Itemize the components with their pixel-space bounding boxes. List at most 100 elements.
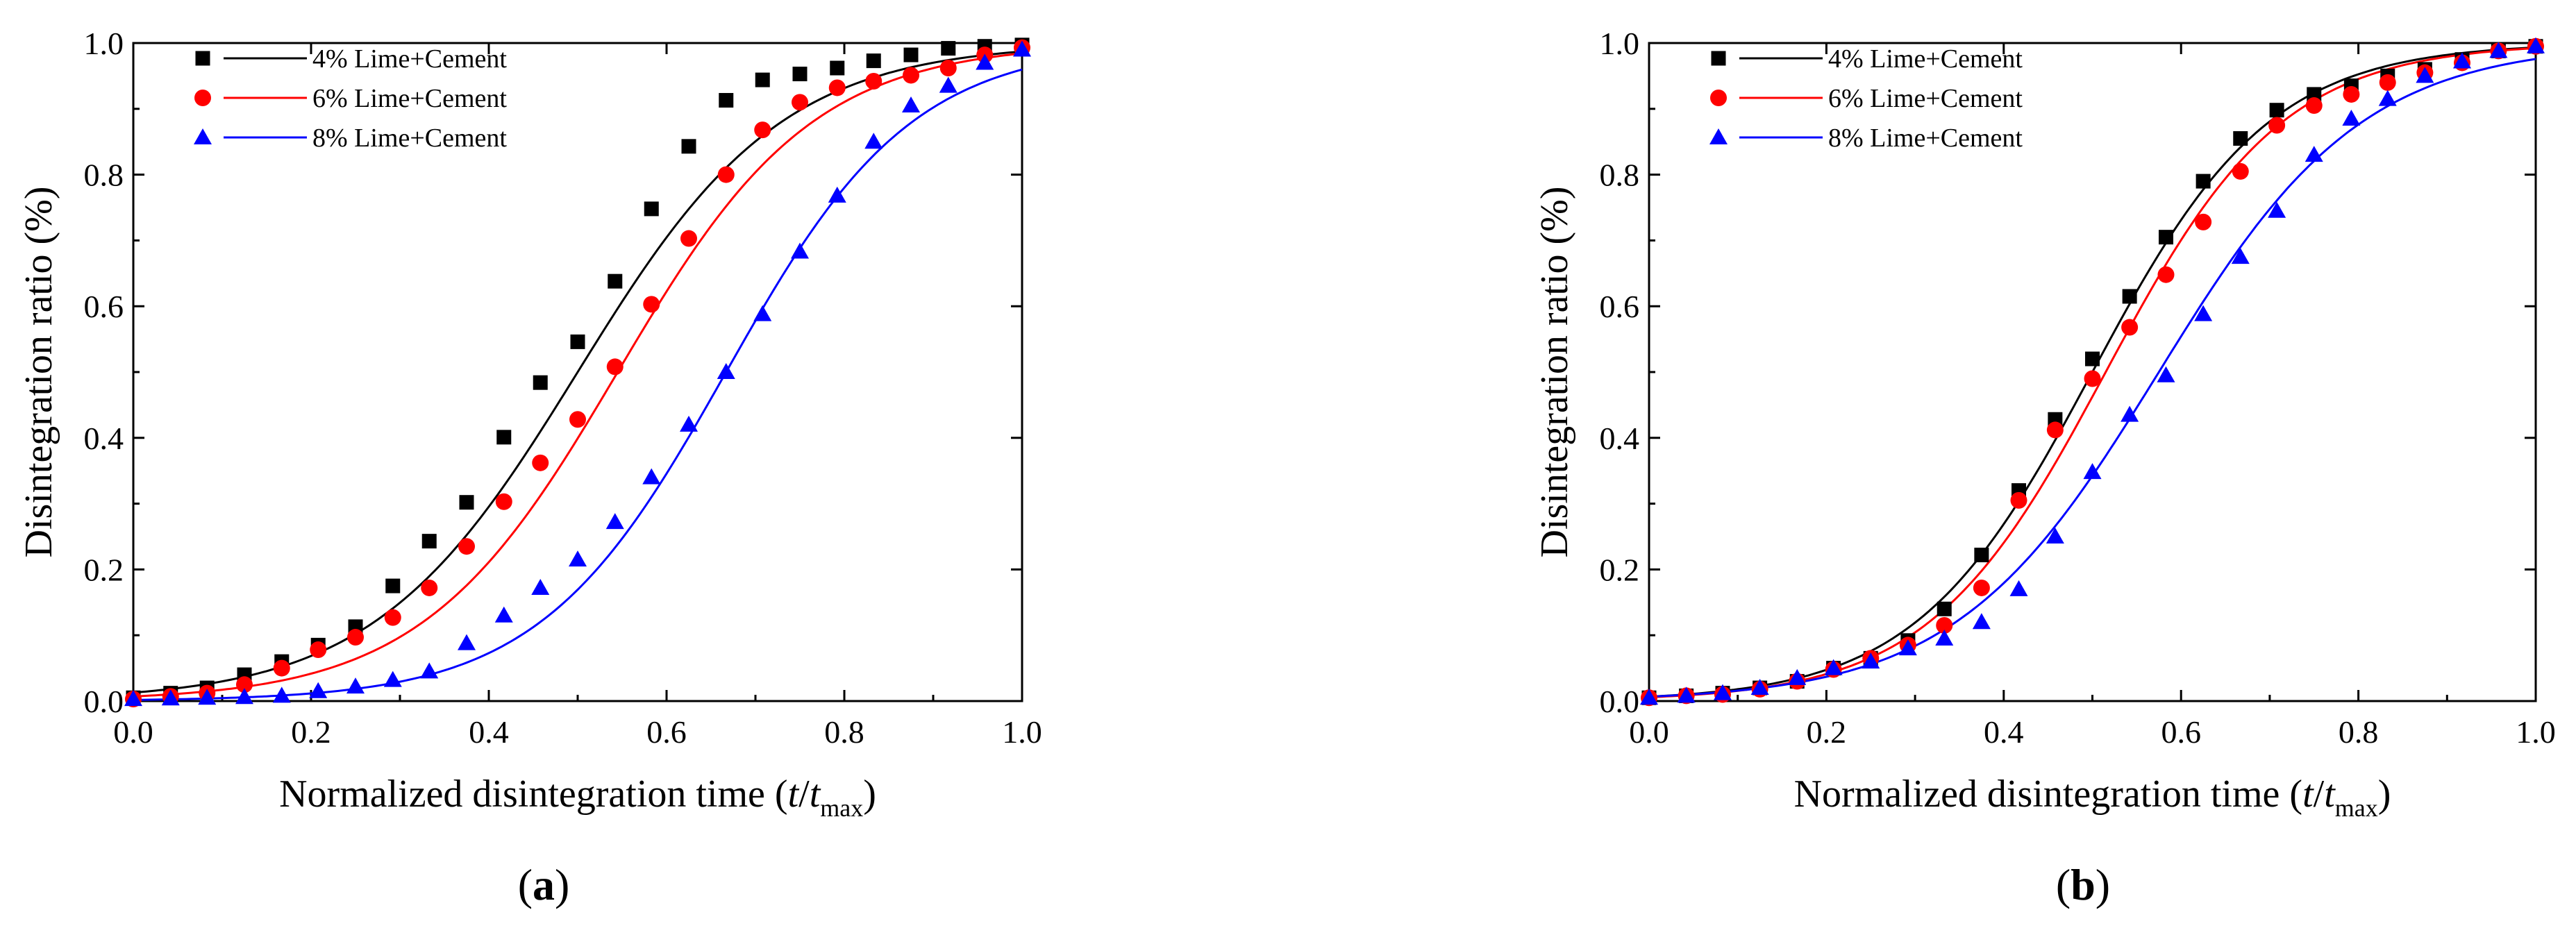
data-point: [2046, 528, 2064, 543]
data-point: [2453, 52, 2472, 69]
x-tick-label: 0.4: [469, 714, 509, 750]
data-point: [1898, 639, 1917, 656]
data-point: [2232, 162, 2249, 180]
y-axis-title: Disintegration ratio (%): [1533, 187, 1576, 558]
data-point: [2268, 201, 2286, 218]
legend-marker: [194, 90, 211, 106]
x-tick-label: 0.4: [1984, 714, 2024, 750]
data-point: [2489, 42, 2508, 58]
data-point: [2158, 230, 2173, 245]
data-point: [458, 538, 475, 555]
panel-label: (b): [2056, 860, 2110, 909]
data-point: [939, 76, 957, 93]
data-point: [2342, 110, 2361, 126]
series-1-points: [125, 39, 1030, 708]
x-tick-label: 0.8: [824, 714, 864, 750]
panel-label-letter: b: [2071, 860, 2096, 909]
legend-marker: [1711, 51, 1726, 66]
x-tick-label: 1.0: [1002, 714, 1042, 750]
data-point: [1013, 40, 1031, 57]
data-point: [941, 41, 956, 56]
data-point: [1972, 613, 1991, 630]
data-point: [531, 578, 550, 595]
data-point: [2378, 90, 2397, 106]
data-point: [1937, 601, 1952, 616]
data-point: [717, 166, 735, 183]
legend-marker: [195, 51, 210, 66]
data-point: [384, 609, 401, 626]
data-point: [606, 358, 624, 376]
fit-curve-0: [133, 50, 1023, 694]
data-point: [161, 689, 180, 706]
data-point: [1713, 684, 1732, 700]
data-point: [2084, 370, 2101, 387]
legend: 4% Lime+Cement 6% Lime+Cement 8% Lime+Ceme…: [1709, 44, 2023, 153]
y-tick-label: 0.4: [84, 421, 124, 456]
data-point: [2307, 87, 2322, 102]
x-axis-title-t2: t: [2324, 773, 2336, 816]
data-point: [2009, 580, 2028, 596]
data-point: [383, 671, 402, 687]
data-point: [2121, 319, 2139, 336]
data-point: [2196, 174, 2211, 189]
data-point: [2010, 491, 2027, 509]
legend-label: 8% Lime+Cement: [1828, 124, 2023, 153]
legend-label: 6% Lime+Cement: [1828, 84, 2023, 113]
data-point: [2121, 405, 2139, 422]
data-point: [495, 493, 512, 510]
x-tick-label: 0.6: [646, 714, 687, 750]
panel-label-close: ): [555, 860, 569, 909]
data-point: [2046, 421, 2064, 439]
data-point: [421, 579, 438, 596]
data-point: [754, 121, 771, 139]
data-point: [570, 334, 585, 349]
data-point: [2305, 146, 2323, 162]
x-axis-title: Normalized disintegration time (t/tmax): [1794, 773, 2391, 822]
x-axis-title-sub: max: [820, 794, 863, 822]
data-point: [642, 468, 661, 484]
data-point: [1862, 652, 1880, 669]
data-point: [1973, 579, 1990, 596]
series-2-points: [1640, 37, 2545, 705]
data-point: [420, 662, 439, 679]
x-tick-label: 0.2: [291, 714, 331, 750]
data-point: [643, 296, 660, 313]
data-point: [755, 72, 770, 87]
data-point: [902, 96, 920, 113]
data-point: [792, 67, 808, 82]
data-point: [2269, 103, 2284, 118]
data-point: [939, 60, 957, 77]
y-tick-label: 0.8: [84, 158, 124, 193]
y-tick-label: 1.0: [84, 26, 124, 61]
data-point: [605, 513, 624, 530]
data-point: [569, 411, 586, 428]
data-point: [1936, 616, 1953, 634]
data-point: [864, 133, 883, 149]
data-point: [2416, 67, 2434, 83]
data-point: [828, 186, 846, 203]
panel-label-close: ): [2096, 860, 2110, 909]
x-axis-title-t2: t: [810, 773, 821, 816]
data-point: [2379, 74, 2396, 91]
data-point: [753, 305, 772, 321]
data-point: [1824, 659, 1843, 675]
chart-panel-a: 0.0 0.2 0.4 0.6 0.8 1.0 0.0 0.2 0.4 0.6 0.8 1.0 Norm…: [17, 26, 1042, 909]
x-axis-title-text: Normalized disintegration time (: [279, 773, 787, 816]
data-point: [494, 606, 513, 623]
data-point: [2122, 289, 2137, 304]
x-tick-label: 0.2: [1807, 714, 1847, 750]
data-point: [2233, 130, 2248, 146]
data-point: [2268, 117, 2286, 134]
legend-marker: [1710, 90, 1727, 106]
x-tick-label: 1.0: [2516, 714, 2556, 750]
series-1-points: [1641, 37, 2544, 707]
data-point: [828, 79, 846, 96]
data-point: [644, 201, 659, 217]
series-2-points: [124, 40, 1031, 707]
panel-label: (a): [518, 860, 570, 909]
x-axis-title-close: ): [863, 773, 876, 816]
data-point: [2083, 463, 2102, 480]
x-tick-label: 0.8: [2339, 714, 2379, 750]
data-point: [1750, 679, 1769, 696]
x-axis-title-close: ): [2378, 773, 2391, 816]
